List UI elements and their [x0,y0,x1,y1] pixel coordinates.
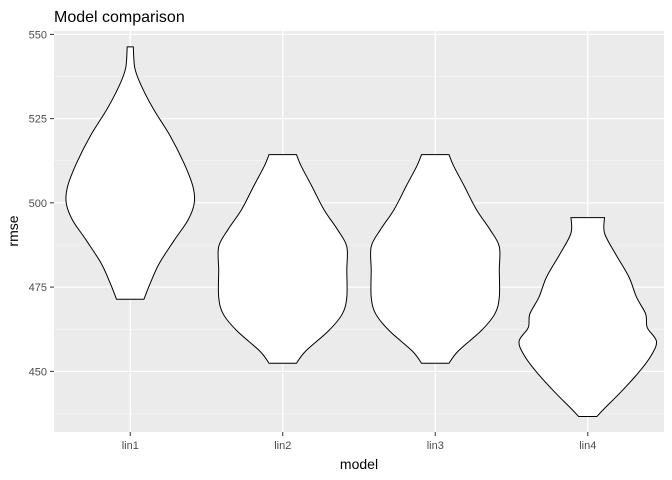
violins [65,46,658,417]
y-tick-label: 475 [29,282,47,294]
chart-title: Model comparison [54,9,185,26]
violin-lin3 [370,154,501,364]
y-axis-title: rmse [5,215,21,246]
x-tick-label: lin4 [579,440,596,452]
x-tick-label: lin2 [274,440,291,452]
violin-lin2 [217,154,348,364]
x-axis-ticks: lin1 lin2 lin3 lin4 [122,432,596,452]
y-tick-label: 525 [29,114,47,126]
x-axis-title: model [340,456,378,472]
minor-gridlines [54,76,664,414]
y-tick-label: 450 [29,366,47,378]
y-tick-label: 500 [29,198,47,210]
x-tick-label: lin3 [427,440,444,452]
y-axis-ticks: 450 475 500 525 550 [29,29,54,378]
x-tick-label: lin1 [122,440,139,452]
violin-lin1 [65,46,196,300]
y-tick-label: 550 [29,29,47,41]
violin-lin4 [518,217,658,417]
